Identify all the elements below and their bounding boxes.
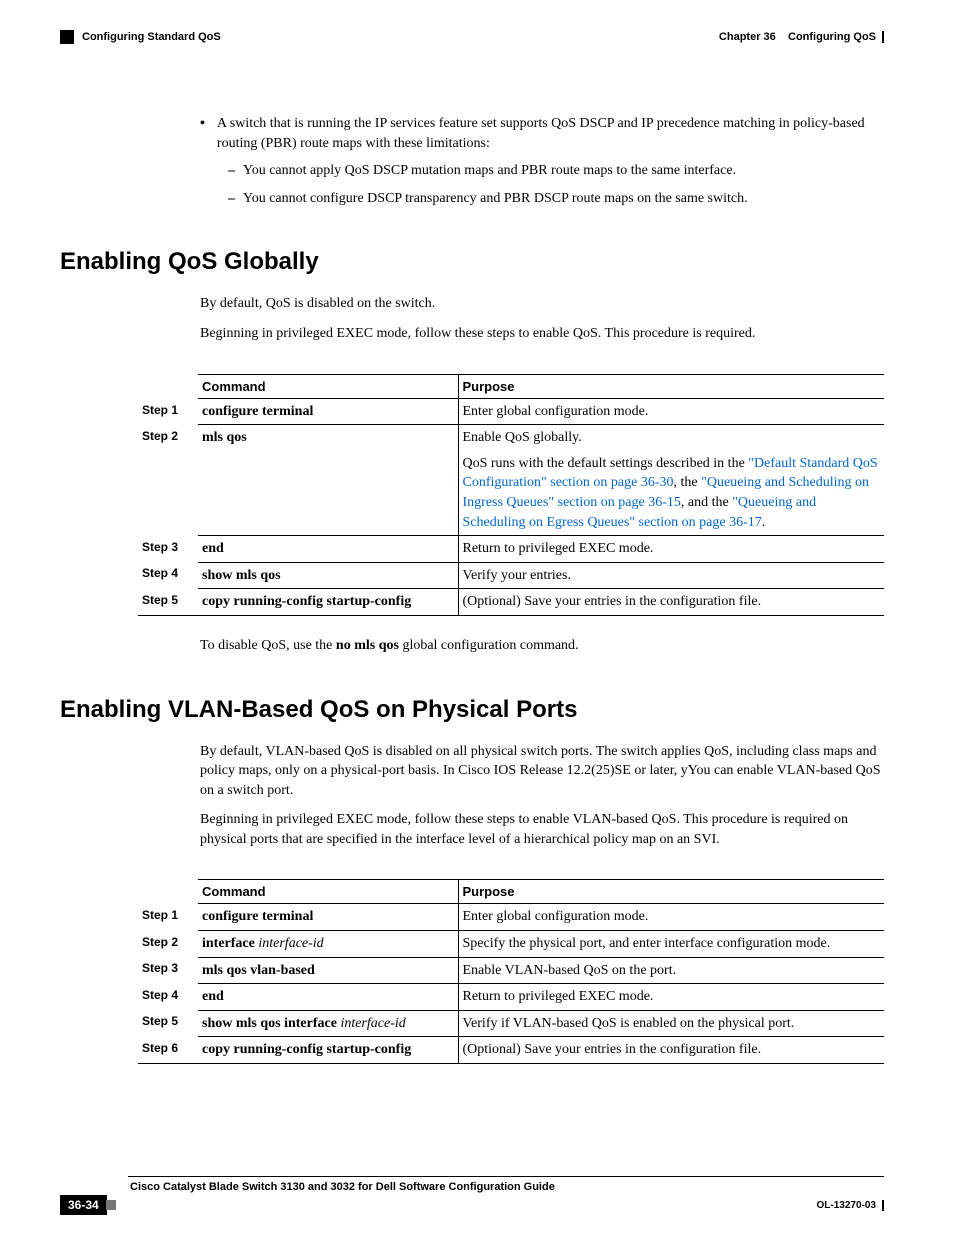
table-row: Step 6 copy running-config startup-confi… — [138, 1037, 884, 1064]
step-label: Step 4 — [138, 984, 198, 1011]
header-title: Configuring QoS — [788, 31, 876, 43]
command-cell: configure terminal — [198, 398, 458, 425]
th-purpose: Purpose — [458, 374, 884, 398]
step-label: Step 1 — [138, 398, 198, 425]
step-label: Step 3 — [138, 536, 198, 563]
dash-icon: – — [228, 161, 235, 181]
table-row: Step 2 interface interface-id Specify th… — [138, 931, 884, 958]
th-command: Command — [198, 880, 458, 904]
th-command: Command — [198, 374, 458, 398]
sub-bullet-text: You cannot configure DSCP transparency a… — [243, 189, 748, 209]
bullet-text: A switch that is running the IP services… — [217, 114, 884, 153]
header-section-title: Configuring Standard QoS — [82, 31, 221, 43]
purpose-p2: QoS runs with the default settings descr… — [463, 454, 881, 532]
sub-bullet-item: – You cannot apply QoS DSCP mutation map… — [228, 161, 884, 181]
command-cell: end — [198, 536, 458, 563]
page-badge-tail-icon — [106, 1200, 116, 1210]
para: By default, VLAN-based QoS is disabled o… — [200, 742, 884, 801]
purpose-cell: (Optional) Save your entries in the conf… — [458, 1037, 884, 1064]
section-heading-1: Enabling QoS Globally — [60, 248, 884, 276]
purpose-cell: Specify the physical port, and enter int… — [458, 931, 884, 958]
sub-bullet-item: – You cannot configure DSCP transparency… — [228, 189, 884, 209]
dash-icon: – — [228, 189, 235, 209]
para: Beginning in privileged EXEC mode, follo… — [200, 810, 884, 849]
cmd-arg: interface-id — [258, 936, 323, 951]
th-blank — [138, 374, 198, 398]
step-label: Step 1 — [138, 904, 198, 931]
cmd-arg: interface-id — [340, 1016, 405, 1031]
bullet-icon: • — [200, 114, 205, 153]
para: By default, QoS is disabled on the switc… — [200, 294, 884, 314]
command-cell: copy running-config startup-config — [198, 1037, 458, 1064]
th-blank — [138, 880, 198, 904]
bullet-item: • A switch that is running the IP servic… — [200, 114, 884, 153]
purpose-p1: Enable QoS globally. — [463, 428, 881, 448]
table-row: Step 1 configure terminal Enter global c… — [138, 398, 884, 425]
table-row: Step 4 end Return to privileged EXEC mod… — [138, 984, 884, 1011]
step-label: Step 2 — [138, 425, 198, 536]
para: Beginning in privileged EXEC mode, follo… — [200, 324, 884, 344]
purpose-cell: (Optional) Save your entries in the conf… — [458, 589, 884, 616]
step-label: Step 5 — [138, 589, 198, 616]
command-cell: end — [198, 984, 458, 1011]
purpose-cell: Return to privileged EXEC mode. — [458, 536, 884, 563]
footer-pub-id: OL-13270-03 — [817, 1200, 884, 1211]
table-row: Step 4 show mls qos Verify your entries. — [138, 562, 884, 589]
table-row: Step 2 mls qos Enable QoS globally. QoS … — [138, 425, 884, 536]
step-label: Step 4 — [138, 562, 198, 589]
post-table-para: To disable QoS, use the no mls qos globa… — [200, 636, 884, 656]
table-row: Step 5 copy running-config startup-confi… — [138, 589, 884, 616]
sub-bullet-text: You cannot apply QoS DSCP mutation maps … — [243, 161, 736, 181]
command-cell: copy running-config startup-config — [198, 589, 458, 616]
command-table-2: Command Purpose Step 1 configure termina… — [138, 879, 884, 1064]
purpose-cell: Verify if VLAN-based QoS is enabled on t… — [458, 1010, 884, 1037]
step-label: Step 6 — [138, 1037, 198, 1064]
command-table-1: Command Purpose Step 1 configure termina… — [138, 374, 884, 616]
footer-title: Cisco Catalyst Blade Switch 3130 and 303… — [130, 1181, 884, 1193]
text-run: To disable QoS, use the — [200, 638, 336, 653]
text-run: QoS runs with the default settings descr… — [463, 456, 749, 471]
footer-rule — [128, 1176, 884, 1177]
purpose-cell: Enable VLAN-based QoS on the port. — [458, 957, 884, 984]
th-purpose: Purpose — [458, 880, 884, 904]
command-cell: show mls qos — [198, 562, 458, 589]
header-right: Chapter 36 Configuring QoS — [719, 31, 884, 43]
purpose-cell: Enter global configuration mode. — [458, 398, 884, 425]
header-left: Configuring Standard QoS — [60, 30, 221, 44]
table-row: Step 3 end Return to privileged EXEC mod… — [138, 536, 884, 563]
step-label: Step 3 — [138, 957, 198, 984]
text-run: . — [762, 515, 766, 530]
table-row: Step 5 show mls qos interface interface-… — [138, 1010, 884, 1037]
cmd-bold: interface — [202, 936, 258, 951]
table-row: Step 3 mls qos vlan-based Enable VLAN-ba… — [138, 957, 884, 984]
page-number-badge: 36-34 — [60, 1195, 107, 1215]
text-run: , the — [674, 475, 702, 490]
command-cell: interface interface-id — [198, 931, 458, 958]
purpose-cell: Return to privileged EXEC mode. — [458, 984, 884, 1011]
header-box-icon — [60, 30, 74, 44]
purpose-cell: Enable QoS globally. QoS runs with the d… — [458, 425, 884, 536]
command-cell: show mls qos interface interface-id — [198, 1010, 458, 1037]
step-label: Step 5 — [138, 1010, 198, 1037]
bold-command: no mls qos — [336, 638, 399, 653]
command-cell: mls qos — [198, 425, 458, 536]
section-heading-2: Enabling VLAN-Based QoS on Physical Port… — [60, 696, 884, 724]
intro-bullets: • A switch that is running the IP servic… — [200, 114, 884, 208]
step-label: Step 2 — [138, 931, 198, 958]
text-run: , and the — [681, 495, 732, 510]
purpose-cell: Verify your entries. — [458, 562, 884, 589]
footer-bottom-row: 36-34 OL-13270-03 — [60, 1195, 884, 1215]
running-header: Configuring Standard QoS Chapter 36 Conf… — [60, 30, 884, 44]
cmd-bold: show mls qos interface — [202, 1016, 340, 1031]
header-chapter: Chapter 36 — [719, 31, 776, 43]
command-cell: mls qos vlan-based — [198, 957, 458, 984]
table-row: Step 1 configure terminal Enter global c… — [138, 904, 884, 931]
text-run: global configuration command. — [399, 638, 579, 653]
page-footer: Cisco Catalyst Blade Switch 3130 and 303… — [60, 1176, 884, 1215]
purpose-cell: Enter global configuration mode. — [458, 904, 884, 931]
command-cell: configure terminal — [198, 904, 458, 931]
